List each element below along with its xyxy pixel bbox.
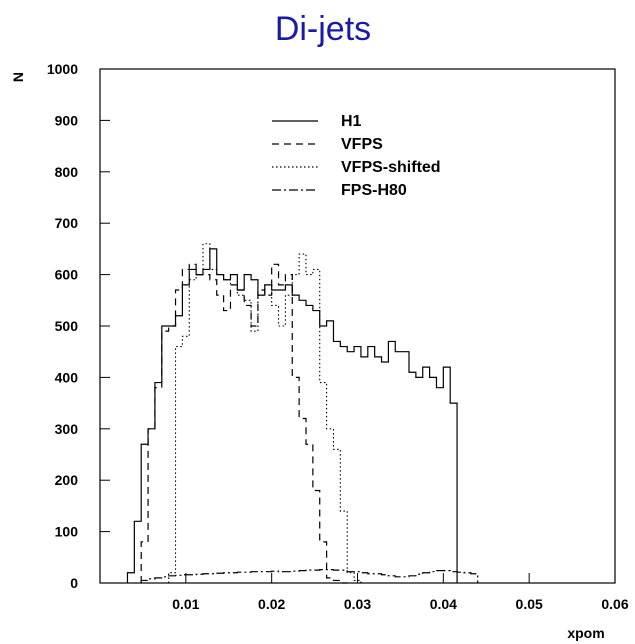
y-tick-label: 400 [55,369,79,385]
chart-title: Di-jets [275,10,371,48]
series-vfps-line [140,263,348,584]
series-vfps-shifted-line [168,243,362,583]
y-axis: 0 100 200 300 400 500 600 700 800 900 1000 [47,61,110,591]
y-tick-label: 500 [55,318,79,334]
legend-label: FPS-H80 [341,182,407,199]
y-axis-label: N [10,72,26,82]
x-tick-label: 0.02 [258,596,285,612]
y-tick-label: 600 [55,267,79,283]
legend: H1 VFPS VFPS-shifted FPS-H80 [272,113,441,199]
series-fps-h80-line [140,569,479,583]
x-tick-label: 0.03 [344,596,371,612]
y-tick-label: 200 [55,472,79,488]
x-tick-label: 0.04 [430,596,457,612]
y-tick-label: 0 [70,575,78,591]
y-tick-label: 800 [55,164,79,180]
y-tick-label: 1000 [47,61,78,77]
y-tick-label: 700 [55,215,79,231]
x-tick-label: 0.05 [516,596,543,612]
legend-label: VFPS-shifted [341,159,441,176]
y-tick-label: 900 [55,112,79,128]
x-axis: 0.01 0.02 0.03 0.04 0.05 0.06 [172,573,629,612]
series-layer [126,243,479,584]
x-tick-label: 0.01 [172,596,199,612]
y-tick-label: 300 [55,421,79,437]
x-tick-label: 0.06 [601,596,628,612]
legend-label: H1 [341,113,362,130]
x-axis-label: xpom [567,625,604,641]
y-tick-label: 100 [55,524,79,540]
legend-label: VFPS [341,136,383,153]
